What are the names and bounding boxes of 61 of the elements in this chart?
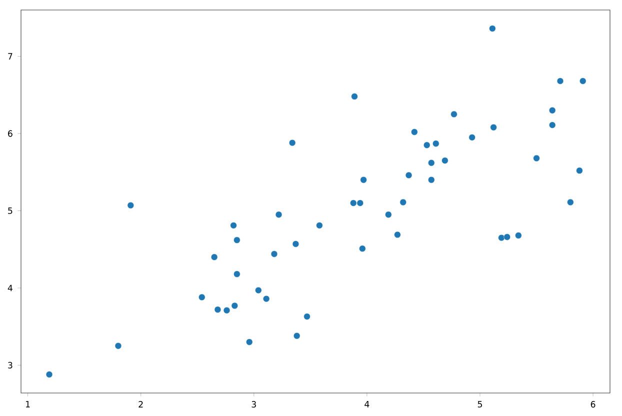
point	[288, 139, 296, 146]
point	[223, 307, 230, 314]
point	[351, 93, 358, 100]
point	[394, 231, 401, 238]
point	[255, 286, 262, 294]
point	[450, 110, 458, 118]
point	[576, 167, 583, 174]
y-tick-label: 7	[8, 53, 12, 60]
point	[428, 160, 435, 166]
point	[316, 222, 323, 229]
point	[489, 25, 496, 32]
point	[275, 211, 282, 218]
point	[46, 371, 53, 378]
point	[294, 332, 300, 340]
point	[468, 134, 476, 141]
point	[198, 294, 206, 301]
point	[359, 245, 366, 252]
point	[405, 172, 412, 179]
point	[504, 234, 510, 240]
x-tick-label: 2	[138, 401, 143, 408]
x-tick-label: 5	[478, 401, 482, 408]
point	[411, 128, 418, 136]
point	[127, 202, 134, 209]
x-tick-label: 1	[26, 401, 30, 408]
point	[234, 270, 240, 278]
point	[432, 140, 440, 147]
point	[428, 176, 435, 184]
x-tick-label: 4	[364, 401, 370, 408]
point	[246, 338, 253, 346]
point	[231, 302, 238, 310]
point	[292, 240, 300, 248]
point	[580, 78, 586, 84]
y-tick-label: 3	[8, 362, 12, 368]
point	[210, 254, 218, 260]
y-tick-label: 4	[8, 284, 12, 292]
x-tick-label: 6	[590, 401, 596, 408]
point	[556, 78, 564, 84]
point	[230, 222, 237, 229]
point	[385, 211, 392, 218]
point	[350, 200, 357, 206]
y-tick-label: 5	[8, 208, 12, 214]
point	[549, 122, 556, 128]
point	[515, 232, 522, 239]
point	[356, 200, 364, 206]
point	[304, 313, 310, 320]
point	[567, 198, 574, 206]
point	[400, 198, 406, 206]
point	[114, 342, 122, 350]
point	[270, 250, 278, 258]
point	[498, 234, 505, 242]
x-tick-label: 3	[252, 401, 256, 408]
point	[533, 154, 540, 162]
point	[214, 306, 222, 313]
point	[424, 142, 430, 148]
point	[360, 176, 367, 184]
point	[490, 124, 497, 131]
point	[262, 295, 270, 302]
y-tick-label: 6	[8, 130, 12, 137]
point	[549, 107, 556, 114]
point	[234, 236, 240, 244]
point	[442, 157, 448, 164]
